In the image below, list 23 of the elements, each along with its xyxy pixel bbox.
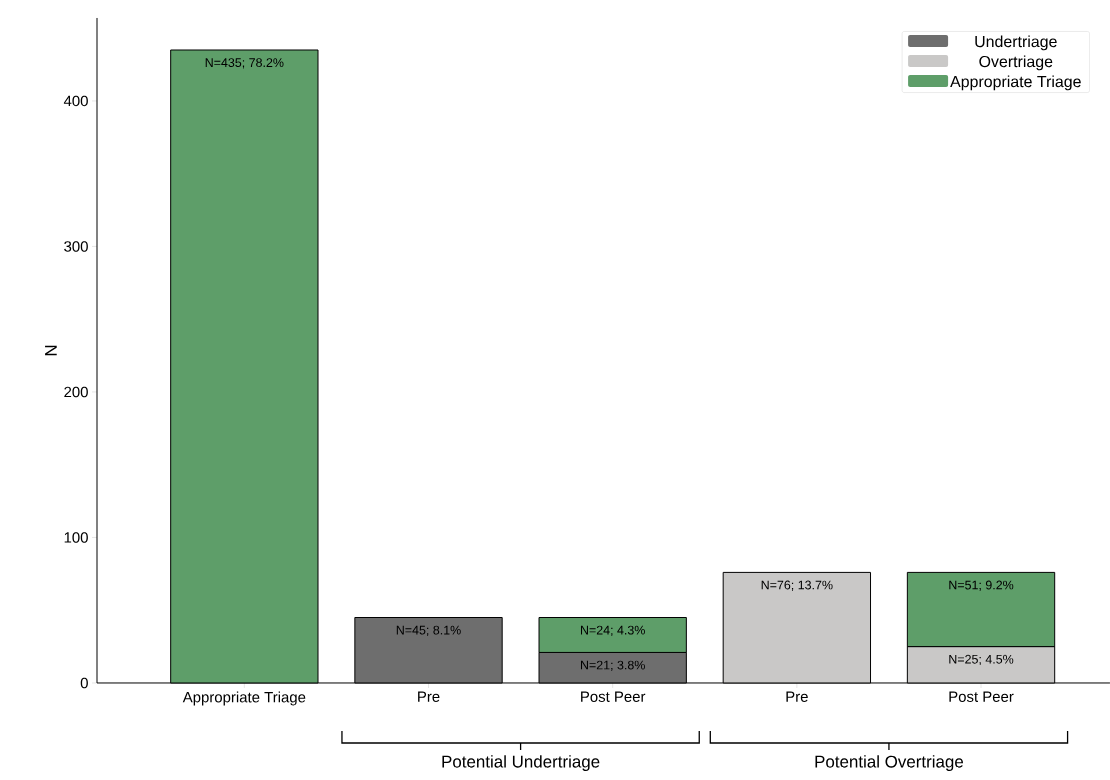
y-tick-label: 0 (80, 677, 88, 689)
x-tick-label: Post Peer (581, 691, 646, 702)
data-label: N=76; 13.7% (761, 580, 833, 591)
data-label: N=24; 4.3% (580, 625, 645, 636)
y-tick-label: 400 (63, 95, 88, 107)
y-axis-title: N (45, 345, 57, 356)
text: Potential Overtriage (815, 755, 964, 771)
data-label: N=51; 9.2% (949, 580, 1014, 591)
legend-label: Overtriage (979, 55, 1053, 71)
legend-label: Appropriate Triage (950, 75, 1081, 91)
data-label: N=45; 8.1% (396, 625, 461, 636)
x-tick-label: Pre (418, 691, 440, 702)
data-label: N=25; 4.5% (949, 654, 1014, 666)
text: Potential Undertriage (442, 755, 600, 771)
y-tick-label: 100 (64, 532, 88, 543)
data-label: N=435; 78.2% (205, 58, 284, 69)
x-tick-label: Post Peer (949, 691, 1014, 702)
x-tick-label: Appropriate Triage (182, 691, 306, 706)
legend-label: Undertriage (975, 35, 1057, 51)
x-tick-label: Pre (786, 691, 808, 702)
data-label: N=21; 3.8% (580, 660, 645, 671)
y-tick-label: 300 (64, 241, 88, 252)
y-tick-label: 200 (64, 386, 88, 398)
